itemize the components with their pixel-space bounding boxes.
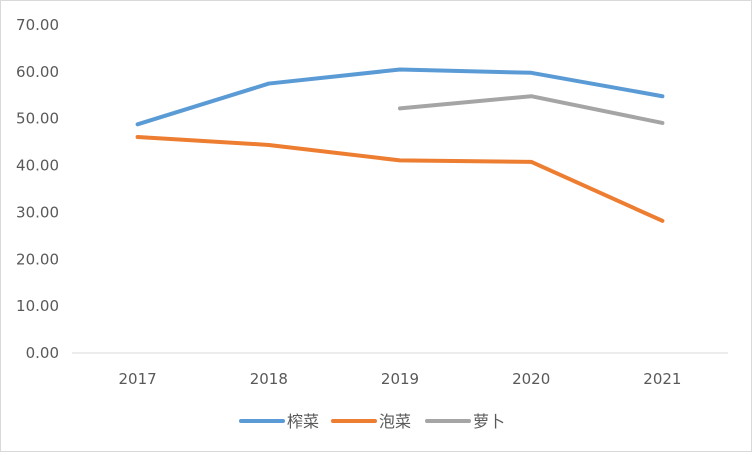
legend-label: 榨菜 [287,412,319,431]
y-tick-label: 70.00 [16,16,59,34]
series-lines [135,67,665,223]
legend-item-2: 萝卜 [425,412,505,431]
x-tick-label: 2021 [643,370,681,388]
y-tick-label: 20.00 [16,250,59,268]
x-tick-label: 2017 [119,370,157,388]
y-tick-label: 50.00 [16,110,59,128]
series-line-0 [135,67,665,127]
legend-item-1: 泡菜 [331,412,411,431]
x-axis-ticks: 2017 2018 2019 2020 2021 [119,370,682,388]
x-tick-label: 2018 [250,370,288,388]
series-line-2 [398,94,665,125]
y-tick-label: 10.00 [16,297,59,315]
legend-item-0: 榨菜 [239,412,319,431]
legend-label: 泡菜 [379,412,411,431]
y-tick-label: 40.00 [16,157,59,175]
y-tick-label: 0.00 [26,344,59,362]
x-tick-label: 2019 [381,370,419,388]
x-tick-label: 2020 [512,370,550,388]
legend: 榨菜 泡菜 萝卜 [239,412,505,431]
y-axis-ticks: 0.00 10.00 20.00 30.00 40.00 50.00 60.00 70.00 [16,16,59,362]
y-tick-label: 30.00 [16,203,59,221]
series-line-1 [135,134,665,223]
legend-label: 萝卜 [473,412,505,431]
y-tick-label: 60.00 [16,63,59,81]
